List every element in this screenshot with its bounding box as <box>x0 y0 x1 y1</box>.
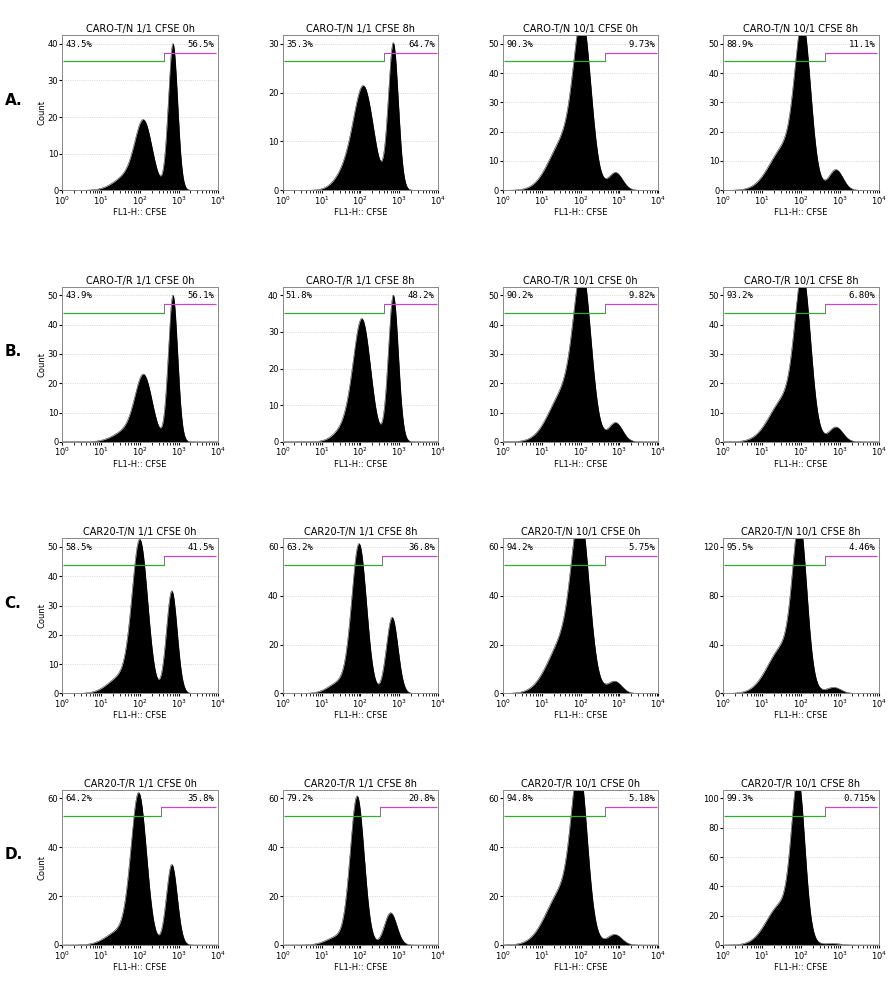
Text: 9.73%: 9.73% <box>628 40 656 49</box>
Title: CARO-T/N 1/1 CFSE 8h: CARO-T/N 1/1 CFSE 8h <box>306 24 415 34</box>
Text: 43.5%: 43.5% <box>65 40 93 49</box>
Title: CAR20-T/N 1/1 CFSE 8h: CAR20-T/N 1/1 CFSE 8h <box>303 527 417 537</box>
Title: CAR20-T/R 1/1 CFSE 8h: CAR20-T/R 1/1 CFSE 8h <box>304 779 417 789</box>
X-axis label: FL1-H:: CFSE: FL1-H:: CFSE <box>774 963 828 972</box>
Text: B.: B. <box>4 344 21 359</box>
Text: C.: C. <box>4 596 21 611</box>
Text: 51.8%: 51.8% <box>285 291 313 300</box>
Text: A.: A. <box>4 93 22 108</box>
Text: 41.5%: 41.5% <box>187 543 214 552</box>
Title: CAR20-T/R 1/1 CFSE 0h: CAR20-T/R 1/1 CFSE 0h <box>84 779 196 789</box>
Title: CARO-T/N 1/1 CFSE 0h: CARO-T/N 1/1 CFSE 0h <box>86 24 194 34</box>
Y-axis label: Count: Count <box>37 352 46 377</box>
Title: CAR20-T/N 1/1 CFSE 0h: CAR20-T/N 1/1 CFSE 0h <box>83 527 197 537</box>
Text: 94.8%: 94.8% <box>507 794 533 803</box>
X-axis label: FL1-H:: CFSE: FL1-H:: CFSE <box>113 208 167 217</box>
Text: 9.82%: 9.82% <box>628 291 656 300</box>
Text: D.: D. <box>4 847 22 862</box>
Text: 36.8%: 36.8% <box>408 543 434 552</box>
Text: 64.2%: 64.2% <box>65 794 93 803</box>
X-axis label: FL1-H:: CFSE: FL1-H:: CFSE <box>113 711 167 720</box>
Text: 35.8%: 35.8% <box>187 794 214 803</box>
X-axis label: FL1-H:: CFSE: FL1-H:: CFSE <box>554 460 607 469</box>
Title: CARO-T/N 10/1 CFSE 8h: CARO-T/N 10/1 CFSE 8h <box>743 24 859 34</box>
X-axis label: FL1-H:: CFSE: FL1-H:: CFSE <box>554 711 607 720</box>
Text: 90.2%: 90.2% <box>507 291 533 300</box>
Text: 56.1%: 56.1% <box>187 291 214 300</box>
Text: 94.2%: 94.2% <box>507 543 533 552</box>
X-axis label: FL1-H:: CFSE: FL1-H:: CFSE <box>113 460 167 469</box>
X-axis label: FL1-H:: CFSE: FL1-H:: CFSE <box>334 460 387 469</box>
Y-axis label: Count: Count <box>37 855 46 880</box>
Text: 64.7%: 64.7% <box>408 40 434 49</box>
Text: 48.2%: 48.2% <box>408 291 434 300</box>
Text: 4.46%: 4.46% <box>848 543 876 552</box>
Text: 20.8%: 20.8% <box>408 794 434 803</box>
X-axis label: FL1-H:: CFSE: FL1-H:: CFSE <box>334 963 387 972</box>
X-axis label: FL1-H:: CFSE: FL1-H:: CFSE <box>774 711 828 720</box>
Text: 5.18%: 5.18% <box>628 794 656 803</box>
X-axis label: FL1-H:: CFSE: FL1-H:: CFSE <box>334 208 387 217</box>
Text: 63.2%: 63.2% <box>285 543 313 552</box>
Y-axis label: Count: Count <box>37 100 46 125</box>
Title: CARO-T/R 1/1 CFSE 0h: CARO-T/R 1/1 CFSE 0h <box>86 276 194 286</box>
Text: 35.3%: 35.3% <box>285 40 313 49</box>
Title: CARO-T/R 10/1 CFSE 8h: CARO-T/R 10/1 CFSE 8h <box>744 276 858 286</box>
Text: 43.9%: 43.9% <box>65 291 93 300</box>
Text: 79.2%: 79.2% <box>285 794 313 803</box>
X-axis label: FL1-H:: CFSE: FL1-H:: CFSE <box>334 711 387 720</box>
X-axis label: FL1-H:: CFSE: FL1-H:: CFSE <box>554 963 607 972</box>
X-axis label: FL1-H:: CFSE: FL1-H:: CFSE <box>774 460 828 469</box>
Title: CAR20-T/R 10/1 CFSE 8h: CAR20-T/R 10/1 CFSE 8h <box>741 779 861 789</box>
Text: 93.2%: 93.2% <box>727 291 754 300</box>
Title: CARO-T/N 10/1 CFSE 0h: CARO-T/N 10/1 CFSE 0h <box>523 24 639 34</box>
Text: 88.9%: 88.9% <box>727 40 754 49</box>
Text: 11.1%: 11.1% <box>848 40 876 49</box>
Text: 58.5%: 58.5% <box>65 543 93 552</box>
Title: CAR20-T/N 10/1 CFSE 8h: CAR20-T/N 10/1 CFSE 8h <box>741 527 861 537</box>
Title: CARO-T/R 1/1 CFSE 8h: CARO-T/R 1/1 CFSE 8h <box>306 276 415 286</box>
X-axis label: FL1-H:: CFSE: FL1-H:: CFSE <box>774 208 828 217</box>
Title: CARO-T/R 10/1 CFSE 0h: CARO-T/R 10/1 CFSE 0h <box>524 276 638 286</box>
Title: CAR20-T/N 10/1 CFSE 0h: CAR20-T/N 10/1 CFSE 0h <box>521 527 640 537</box>
Text: 56.5%: 56.5% <box>187 40 214 49</box>
Text: 5.75%: 5.75% <box>628 543 656 552</box>
Text: 95.5%: 95.5% <box>727 543 754 552</box>
Text: 0.715%: 0.715% <box>843 794 876 803</box>
Text: 90.3%: 90.3% <box>507 40 533 49</box>
Text: 99.3%: 99.3% <box>727 794 754 803</box>
Text: 6.80%: 6.80% <box>848 291 876 300</box>
X-axis label: FL1-H:: CFSE: FL1-H:: CFSE <box>554 208 607 217</box>
Y-axis label: Count: Count <box>37 603 46 628</box>
Title: CAR20-T/R 10/1 CFSE 0h: CAR20-T/R 10/1 CFSE 0h <box>521 779 640 789</box>
X-axis label: FL1-H:: CFSE: FL1-H:: CFSE <box>113 963 167 972</box>
